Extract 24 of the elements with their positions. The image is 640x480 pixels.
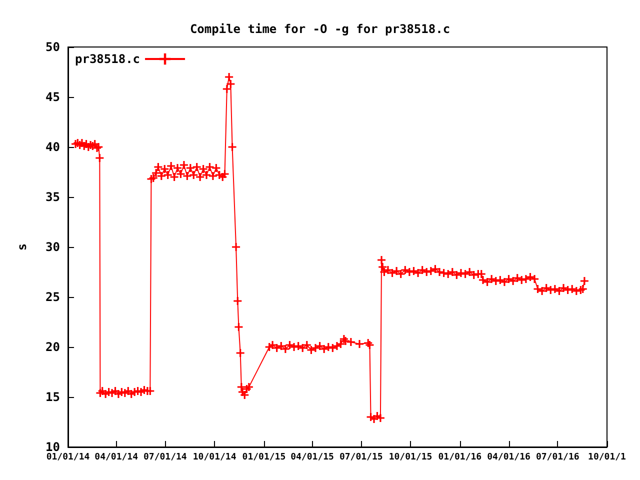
x-tick-label: 07/01/15 xyxy=(339,452,383,462)
y-axis-title: s xyxy=(15,243,29,251)
x-tick-label: 01/01/14 xyxy=(46,452,90,462)
chart-title: Compile time for -O -g for pr38518.c xyxy=(190,22,450,36)
y-tick-label: 10 xyxy=(46,440,60,454)
x-tick-label: 04/01/15 xyxy=(290,452,334,462)
y-tick-label: 40 xyxy=(46,140,60,154)
x-tick-label: 07/01/16 xyxy=(536,452,580,462)
y-tick-label: 20 xyxy=(46,340,60,354)
x-tick-label: 10/01/15 xyxy=(388,452,432,462)
x-tick-label: 10/01/14 xyxy=(192,452,237,462)
x-tick-label: 01/01/15 xyxy=(242,452,286,462)
x-tick-label: 07/01/14 xyxy=(143,452,188,462)
y-tick-label: 30 xyxy=(46,240,60,254)
x-tick-label: 04/01/16 xyxy=(487,452,530,462)
legend-label: pr38518.c xyxy=(74,52,140,66)
x-tick-label: 10/01/1 xyxy=(588,452,626,462)
y-tick-label: 15 xyxy=(46,390,60,404)
y-tick-label: 25 xyxy=(46,290,60,304)
y-tick-label: 35 xyxy=(46,190,60,204)
y-tick-label: 50 xyxy=(46,40,60,54)
x-tick-label: 04/01/14 xyxy=(94,452,139,462)
x-tick-label: 01/01/16 xyxy=(438,452,482,462)
y-tick-label: 45 xyxy=(46,90,60,104)
